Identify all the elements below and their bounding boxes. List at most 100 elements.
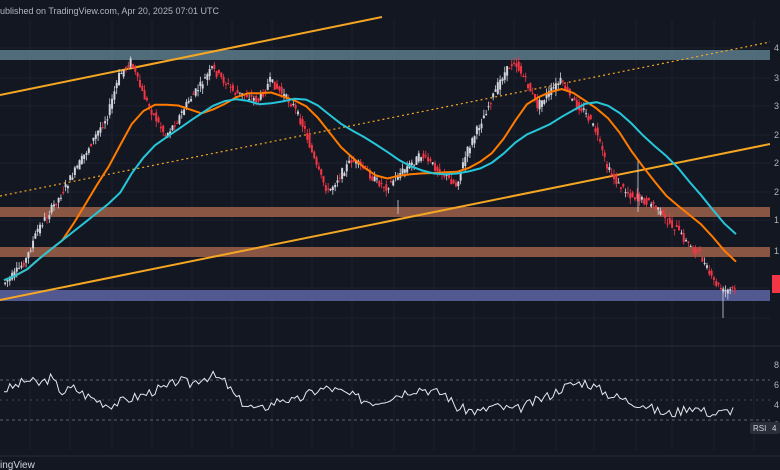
candle-body-37 [90,143,93,147]
candle-body-291 [680,232,683,234]
candle-body-131 [308,134,311,148]
candle-body-200 [468,147,471,154]
candle-body-6 [18,267,21,269]
price-axis-bg [770,20,780,346]
candle-body-195 [457,181,460,187]
candle-body-217 [508,67,511,69]
candle-body-216 [506,66,509,76]
price-axis[interactable]: 433222111 [770,20,780,346]
candles [4,56,736,318]
candle-body-112 [264,90,267,93]
candle-body-1 [6,280,9,282]
candle-body-143 [336,180,339,183]
candle-body-121 [285,94,288,98]
candle-body-196 [459,171,462,181]
candle-body-213 [499,79,502,90]
candle-body-40 [97,130,100,136]
candle-body-199 [466,146,469,157]
candle-body-263 [615,174,618,184]
candle-body-159 [373,176,376,182]
candle-body-175 [410,162,413,166]
candle-body-164 [385,184,388,191]
candle-body-27 [66,185,69,189]
candle-body-59 [141,85,144,91]
candle-body-67 [159,126,162,129]
candle-body-229 [536,98,539,109]
candle-body-119 [280,86,283,94]
candle-body-202 [473,136,476,144]
candle-body-88 [208,69,211,77]
candle-body-61 [145,97,148,101]
candle-body-108 [255,96,258,103]
candle-body-314 [733,288,736,290]
candle-body-129 [303,125,306,129]
candle-body-249 [582,108,585,110]
candle-body-191 [448,174,451,178]
candle-body-155 [364,165,367,168]
candle-body-223 [522,75,525,77]
candle-body-29 [71,177,74,180]
candle-body-225 [527,84,530,89]
candle-body-212 [496,82,499,94]
price-tick-label-0: 4 [774,43,779,53]
candle-body-55 [131,64,134,68]
candle-body-76 [180,111,183,113]
candle-body-306 [715,281,718,286]
candle-body-230 [538,99,541,110]
candle-body-163 [382,186,385,188]
candle-body-271 [633,197,636,200]
candle-body-284 [664,214,667,218]
candle-body-193 [452,180,455,184]
rsi-label-box [750,422,780,434]
candle-body-134 [315,157,318,165]
candle-body-32 [78,160,81,170]
candle-body-90 [213,64,216,69]
candle-body-7 [20,265,23,268]
candle-body-113 [266,83,269,90]
candle-body-30 [73,167,76,175]
candle-body-298 [696,249,699,252]
candle-body-97 [229,86,232,88]
candle-body-127 [299,118,302,125]
candle-body-171 [401,168,404,174]
zone-resistance-lower [0,247,770,257]
candle-body-21 [52,204,55,207]
candle-body-255 [596,127,599,136]
moving-averages [3,87,737,282]
candle-body-77 [183,109,186,116]
candle-body-51 [122,70,125,77]
candle-body-2 [8,277,11,281]
candle-body-308 [719,287,722,290]
price-tick-label-6: 1 [774,215,779,225]
candle-body-302 [705,265,708,268]
candle-body-48 [115,82,118,89]
candle-body-206 [482,115,485,119]
candle-body-172 [403,169,406,173]
candle-body-46 [111,98,114,109]
candle-body-11 [29,250,32,252]
candle-body-136 [320,169,323,175]
candle-body-190 [445,174,448,176]
channel-lines [0,16,771,301]
candle-body-280 [654,205,657,210]
candle-body-146 [343,172,346,176]
candle-body-87 [206,74,209,80]
candle-body-179 [420,157,423,161]
price-tick-label-7: 1 [774,246,779,256]
candle-body-125 [294,104,297,109]
candle-body-268 [626,192,629,194]
candle-body-142 [334,184,337,188]
candle-body-132 [310,145,313,153]
candle-body-239 [559,77,562,84]
candle-body-186 [436,166,439,171]
candle-body-297 [694,247,697,255]
candle-body-197 [461,162,464,169]
candle-body-99 [234,92,237,95]
candle-body-215 [503,72,506,80]
candle-body-54 [129,58,132,67]
candle-body-204 [478,127,481,131]
price-tick-label-2: 3 [774,101,779,111]
candle-body-80 [190,98,193,102]
